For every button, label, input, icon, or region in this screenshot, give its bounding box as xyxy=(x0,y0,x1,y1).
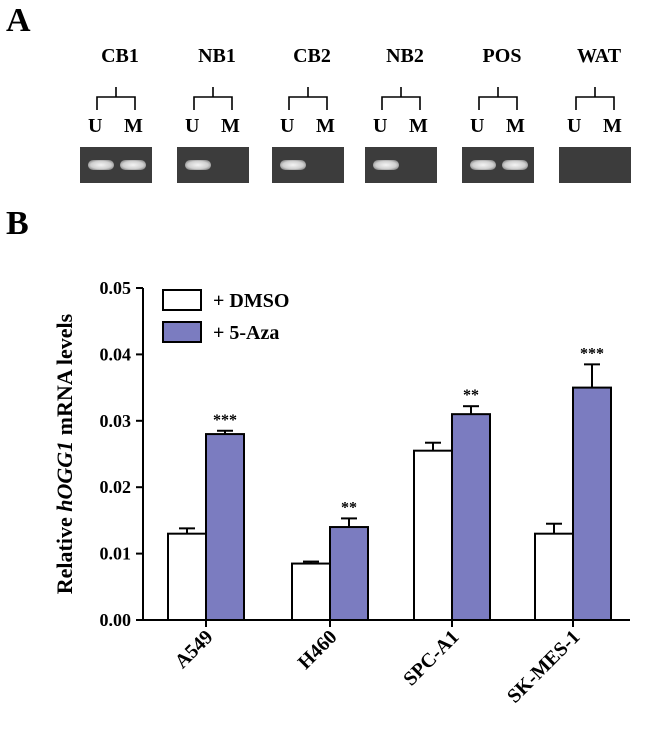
gel-image xyxy=(559,147,631,183)
gel-band-u xyxy=(280,160,306,170)
legend-label: + 5-Aza xyxy=(213,322,279,344)
lane-label-u: U xyxy=(373,115,388,137)
lane-label-m: M xyxy=(506,115,525,137)
bar-aza xyxy=(205,433,245,621)
legend-label: + DMSO xyxy=(213,290,289,312)
x-tick-label: H460 xyxy=(294,626,342,674)
gel-sample-label: WAT xyxy=(576,45,622,67)
legend-swatch xyxy=(162,289,202,311)
panel-b-label: B xyxy=(6,205,29,242)
lane-label-m: M xyxy=(221,115,240,137)
gel-sample-cb2: CB2 U M xyxy=(272,45,352,195)
lane-label-u: U xyxy=(88,115,103,137)
y-tick-label: 0.01 xyxy=(100,544,132,564)
gel-band-u xyxy=(373,160,399,170)
lane-label-m: M xyxy=(124,115,143,137)
gel-bracket xyxy=(193,87,233,110)
significance-label: *** xyxy=(580,345,604,362)
significance-label: ** xyxy=(341,499,357,516)
x-tick-label: SPC-A1 xyxy=(399,626,463,690)
gel-bracket xyxy=(288,87,328,110)
y-tick-label: 0.02 xyxy=(100,477,132,497)
y-tick-label: 0.03 xyxy=(100,411,132,431)
bar-dmso xyxy=(167,532,207,621)
gel-band-m xyxy=(120,160,146,170)
gel-sample-cb1: CB1 U M xyxy=(80,45,160,195)
gel-sample-wat: WAT U M xyxy=(559,45,639,195)
lane-label-m: M xyxy=(316,115,335,137)
lane-label-u: U xyxy=(280,115,295,137)
bar-dmso xyxy=(291,562,331,621)
gel-image xyxy=(177,147,249,183)
lane-label-m: M xyxy=(409,115,428,137)
y-tick-label: 0.04 xyxy=(100,344,132,364)
gel-sample-label: CB2 xyxy=(293,45,331,67)
lane-label-m: M xyxy=(603,115,622,137)
y-axis-label: Relative hOGG1 mRNA levels xyxy=(52,313,77,594)
panel-a-label: A xyxy=(6,2,31,39)
gel-image xyxy=(80,147,152,183)
bar-dmso xyxy=(534,532,574,621)
x-tick-label: A549 xyxy=(171,626,218,673)
gel-sample-label: POS xyxy=(482,45,522,67)
bar-dmso xyxy=(413,449,453,621)
bar-aza xyxy=(451,413,491,621)
lane-label-u: U xyxy=(567,115,582,137)
gel-sample-pos: POS U M xyxy=(462,45,542,195)
legend-swatch xyxy=(162,321,202,343)
gel-band-u xyxy=(185,160,211,170)
x-tick-label: SK-MES-1 xyxy=(503,626,585,708)
gel-image xyxy=(365,147,437,183)
significance-label: ** xyxy=(463,387,479,404)
gel-band-u xyxy=(470,160,496,170)
gel-band-m xyxy=(502,160,528,170)
bar-aza xyxy=(329,526,369,622)
significance-label: *** xyxy=(213,412,237,429)
gel-sample-nb2: NB2 U M xyxy=(365,45,445,195)
bar-aza xyxy=(572,386,612,621)
bar-chart: 0.00 0.01 0.02 0.03 0.04 0.05 Relative hOGG1 m… xyxy=(52,278,630,708)
gel-sample-label: NB1 xyxy=(198,45,236,67)
gel-sample-label: NB2 xyxy=(386,45,424,67)
gel-band-u xyxy=(88,160,114,170)
lane-label-u: U xyxy=(470,115,485,137)
gel-bracket xyxy=(478,87,518,110)
gel-sample-label: CB1 xyxy=(101,45,139,67)
gel-bracket xyxy=(575,87,615,110)
gel-bracket xyxy=(96,87,136,110)
y-tick-label: 0.00 xyxy=(100,610,132,630)
y-tick-label: 0.05 xyxy=(100,278,132,298)
gel-image xyxy=(462,147,534,183)
lane-label-u: U xyxy=(185,115,200,137)
gel-sample-nb1: NB1 U M xyxy=(177,45,257,195)
gel-bracket xyxy=(381,87,421,110)
gel-image xyxy=(272,147,344,183)
